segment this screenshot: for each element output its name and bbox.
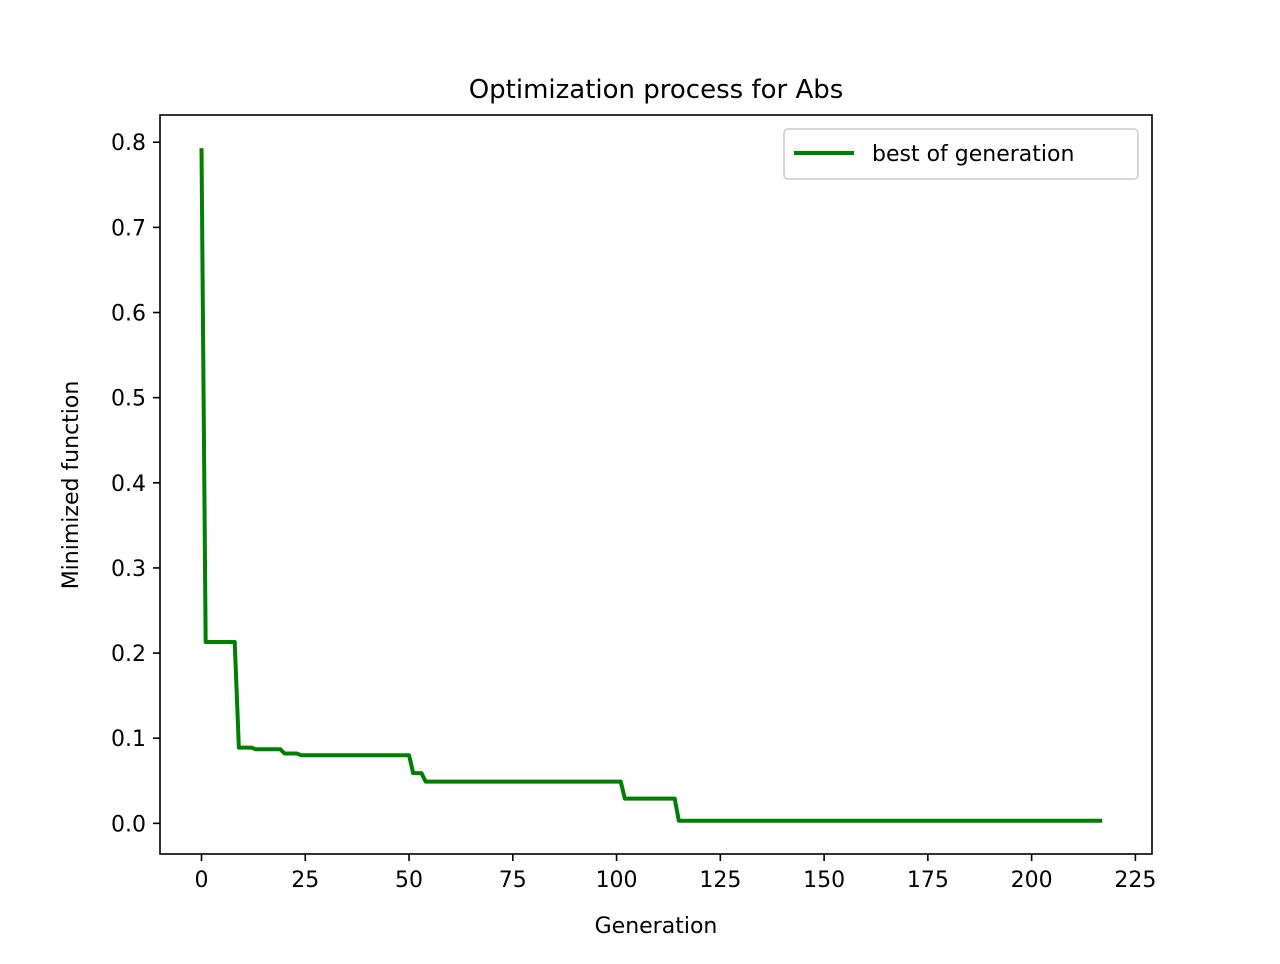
- chart-title: Optimization process for Abs: [469, 75, 844, 105]
- x-tick-label: 25: [291, 868, 319, 893]
- y-tick-label: 0.5: [111, 387, 146, 412]
- x-tick-label: 175: [907, 868, 949, 893]
- legend-label-best-of-generation: best of generation: [872, 142, 1074, 167]
- y-tick-label: 0.0: [111, 812, 146, 837]
- y-axis-ticks: 0.0 0.1 0.2 0.3 0.4 0.5 0.6 0.7 0.8: [111, 131, 160, 837]
- x-axis-label: Generation: [595, 914, 718, 939]
- x-tick-label: 50: [395, 868, 423, 893]
- plot-area-frame: [159, 114, 1153, 855]
- y-tick-label: 0.8: [111, 131, 146, 156]
- x-axis-ticks: 0 25 50 75 100 125 150 175 200 225: [195, 854, 1156, 893]
- x-tick-label: 75: [499, 868, 527, 893]
- x-tick-label: 225: [1114, 868, 1156, 893]
- y-tick-label: 0.7: [111, 216, 146, 241]
- legend-box: [783, 128, 1139, 180]
- x-tick-label: 0: [195, 868, 209, 893]
- y-tick-label: 0.4: [111, 472, 146, 497]
- y-tick-label: 0.2: [111, 642, 146, 667]
- x-tick-label: 100: [596, 868, 638, 893]
- x-tick-label: 125: [699, 868, 741, 893]
- x-tick-label: 200: [1011, 868, 1053, 893]
- y-tick-label: 0.3: [111, 557, 146, 582]
- legend: best of generation: [783, 128, 1139, 180]
- y-tick-label: 0.6: [111, 302, 146, 327]
- y-axis-label: Minimized function: [59, 381, 84, 590]
- y-tick-label: 0.1: [111, 727, 146, 752]
- series-line-best-of-generation: [199, 148, 1103, 823]
- x-tick-label: 150: [803, 868, 845, 893]
